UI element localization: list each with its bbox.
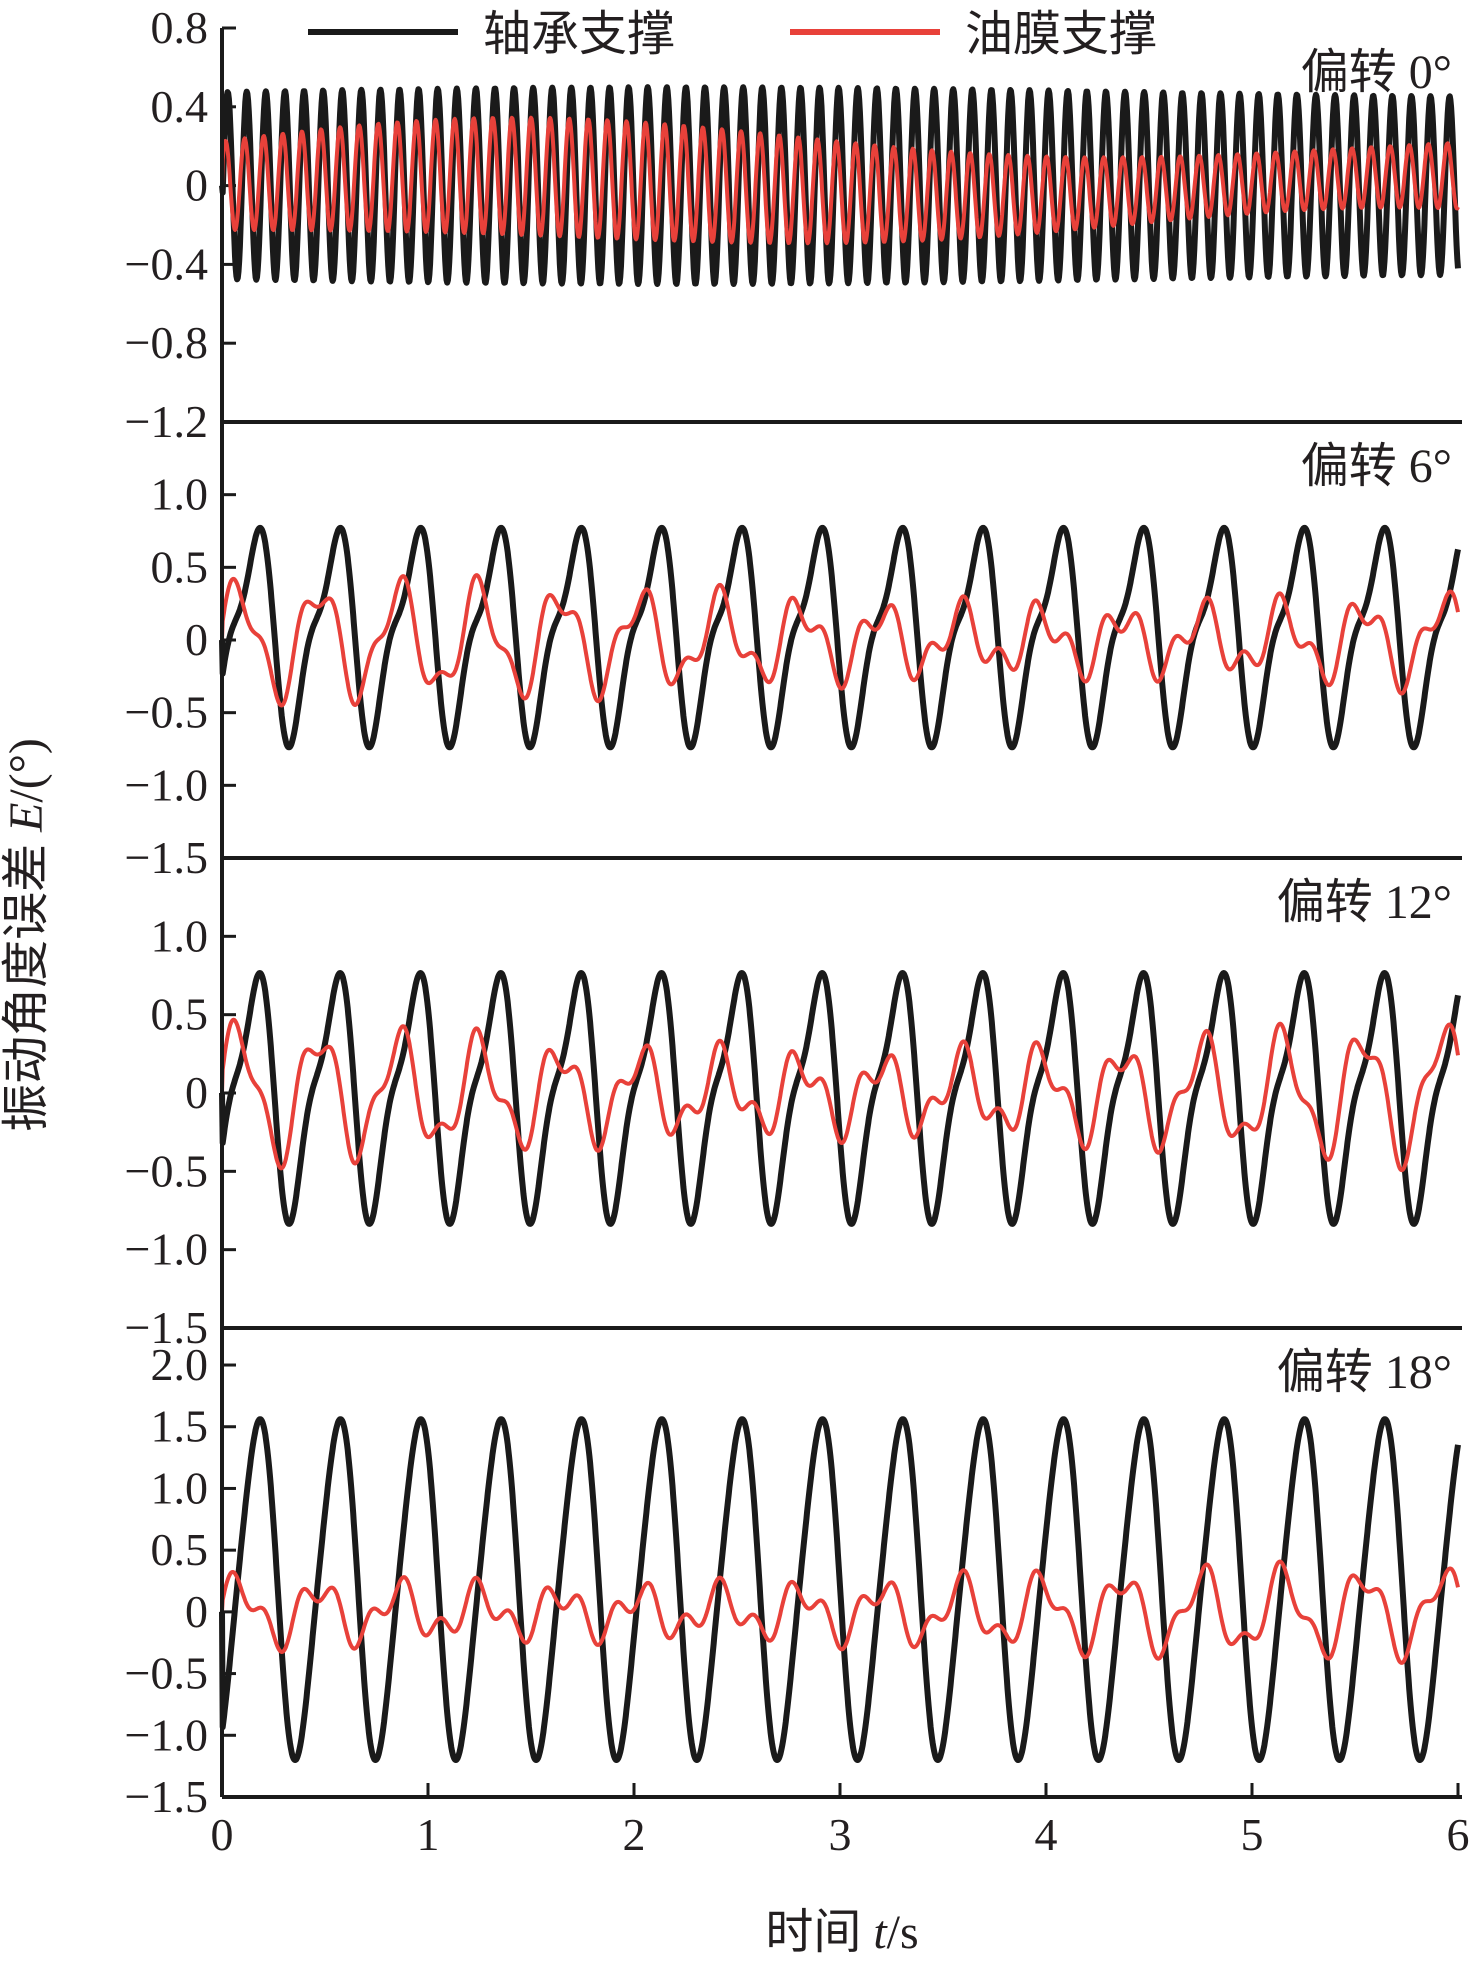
panel-label: 偏转 0° [1301,46,1452,99]
y-tick-label: −0.5 [125,687,208,738]
x-tick-label: 0 [211,1809,234,1860]
y-tick-label: 0.5 [151,989,209,1040]
legend-label: 油膜支撑 [965,8,1157,61]
panel-label: 偏转 6° [1301,440,1452,493]
y-tick-label: −1.5 [125,832,208,883]
series-line-oilfilm [220,1017,1460,1173]
panel-0: 0.8 0.4 0 −0.4 −0.8 −1.2 偏转 0° [125,2,1462,447]
series-line-bearing [219,84,1461,287]
y-tick-label: −0.4 [125,238,208,289]
panel-1: 1.0 0.5 0 −0.5 −1.0 −1.5 偏转 6° [125,440,1462,883]
x-axis-label-suffix: /s [887,1906,919,1958]
y-tick-label: 0.5 [151,1524,209,1575]
y-tick-label: 0.8 [151,2,209,53]
x-tick-label: 3 [829,1809,852,1860]
y-tick-label: 0 [185,160,208,211]
y-axis-label: 振动角度误差 E/(°) [0,738,53,1132]
x-axis-label-prefix: 时间 [765,1906,873,1958]
x-tick-label: 4 [1035,1809,1058,1860]
x-tick-label: 2 [623,1809,646,1860]
y-tick-label: −1.5 [125,1302,208,1353]
series-line-oilfilm [220,115,1460,246]
x-axis-label: 时间 t/s [765,1906,918,1958]
y-tick-label: 0 [185,1586,208,1637]
y-tick-label: −0.8 [125,317,208,368]
panel-label: 偏转 18° [1277,1346,1452,1399]
series-line-oilfilm [220,573,1460,708]
y-tick-label: 0 [185,614,208,665]
x-tick-label: 6 [1447,1809,1470,1860]
series-line-oilfilm [220,1559,1460,1665]
x-axis-label-var: t [873,1906,888,1958]
series-line-bearing [219,524,1461,751]
y-tick-label: −1.0 [125,759,208,810]
panels-layer: 0.8 0.4 0 −0.4 −0.8 −1.2 偏转 0° 1.0 0.5 0 −0.5 −1.0 −… [125,2,1470,1860]
y-tick-label: −1.0 [125,1709,208,1760]
y-axis-label-var: E [0,803,53,833]
y-tick-label: 0 [185,1067,208,1118]
series-line-bearing [219,970,1461,1227]
y-tick-label: 1.0 [151,469,209,520]
panel-2: 1.0 0.5 0 −0.5 −1.0 −1.5 偏转 12° [125,876,1462,1353]
x-tick-label: 5 [1241,1809,1264,1860]
x-tick-label: 1 [417,1809,440,1860]
axes-layer: 振动角度误差 E/(°) 时间 t/s [0,738,919,1959]
y-tick-label: 2.0 [151,1339,209,1390]
panel-label: 偏转 12° [1277,876,1452,929]
y-tick-label: −1.2 [125,396,208,447]
legend-layer: 轴承支撑 油膜支撑 [308,8,1157,61]
y-axis-label-prefix: 振动角度误差 [0,832,53,1132]
y-axis-label-suffix: /(°) [0,738,53,803]
y-tick-label: 1.5 [151,1401,209,1452]
panel-3: 2.0 1.5 1.0 0.5 0 −0.5 −1.0 −1.5 偏转 18° [125,1339,1462,1822]
y-tick-label: 0.5 [151,541,209,592]
legend-label: 轴承支撑 [483,8,675,61]
y-tick-label: −0.5 [125,1648,208,1699]
y-tick-label: −1.0 [125,1224,208,1275]
y-tick-label: −0.5 [125,1145,208,1196]
series-line-bearing [219,1416,1461,1763]
y-tick-label: 1.0 [151,1462,209,1513]
y-tick-label: −1.5 [125,1771,208,1822]
y-tick-label: 1.0 [151,910,209,961]
y-tick-label: 0.4 [151,81,209,132]
